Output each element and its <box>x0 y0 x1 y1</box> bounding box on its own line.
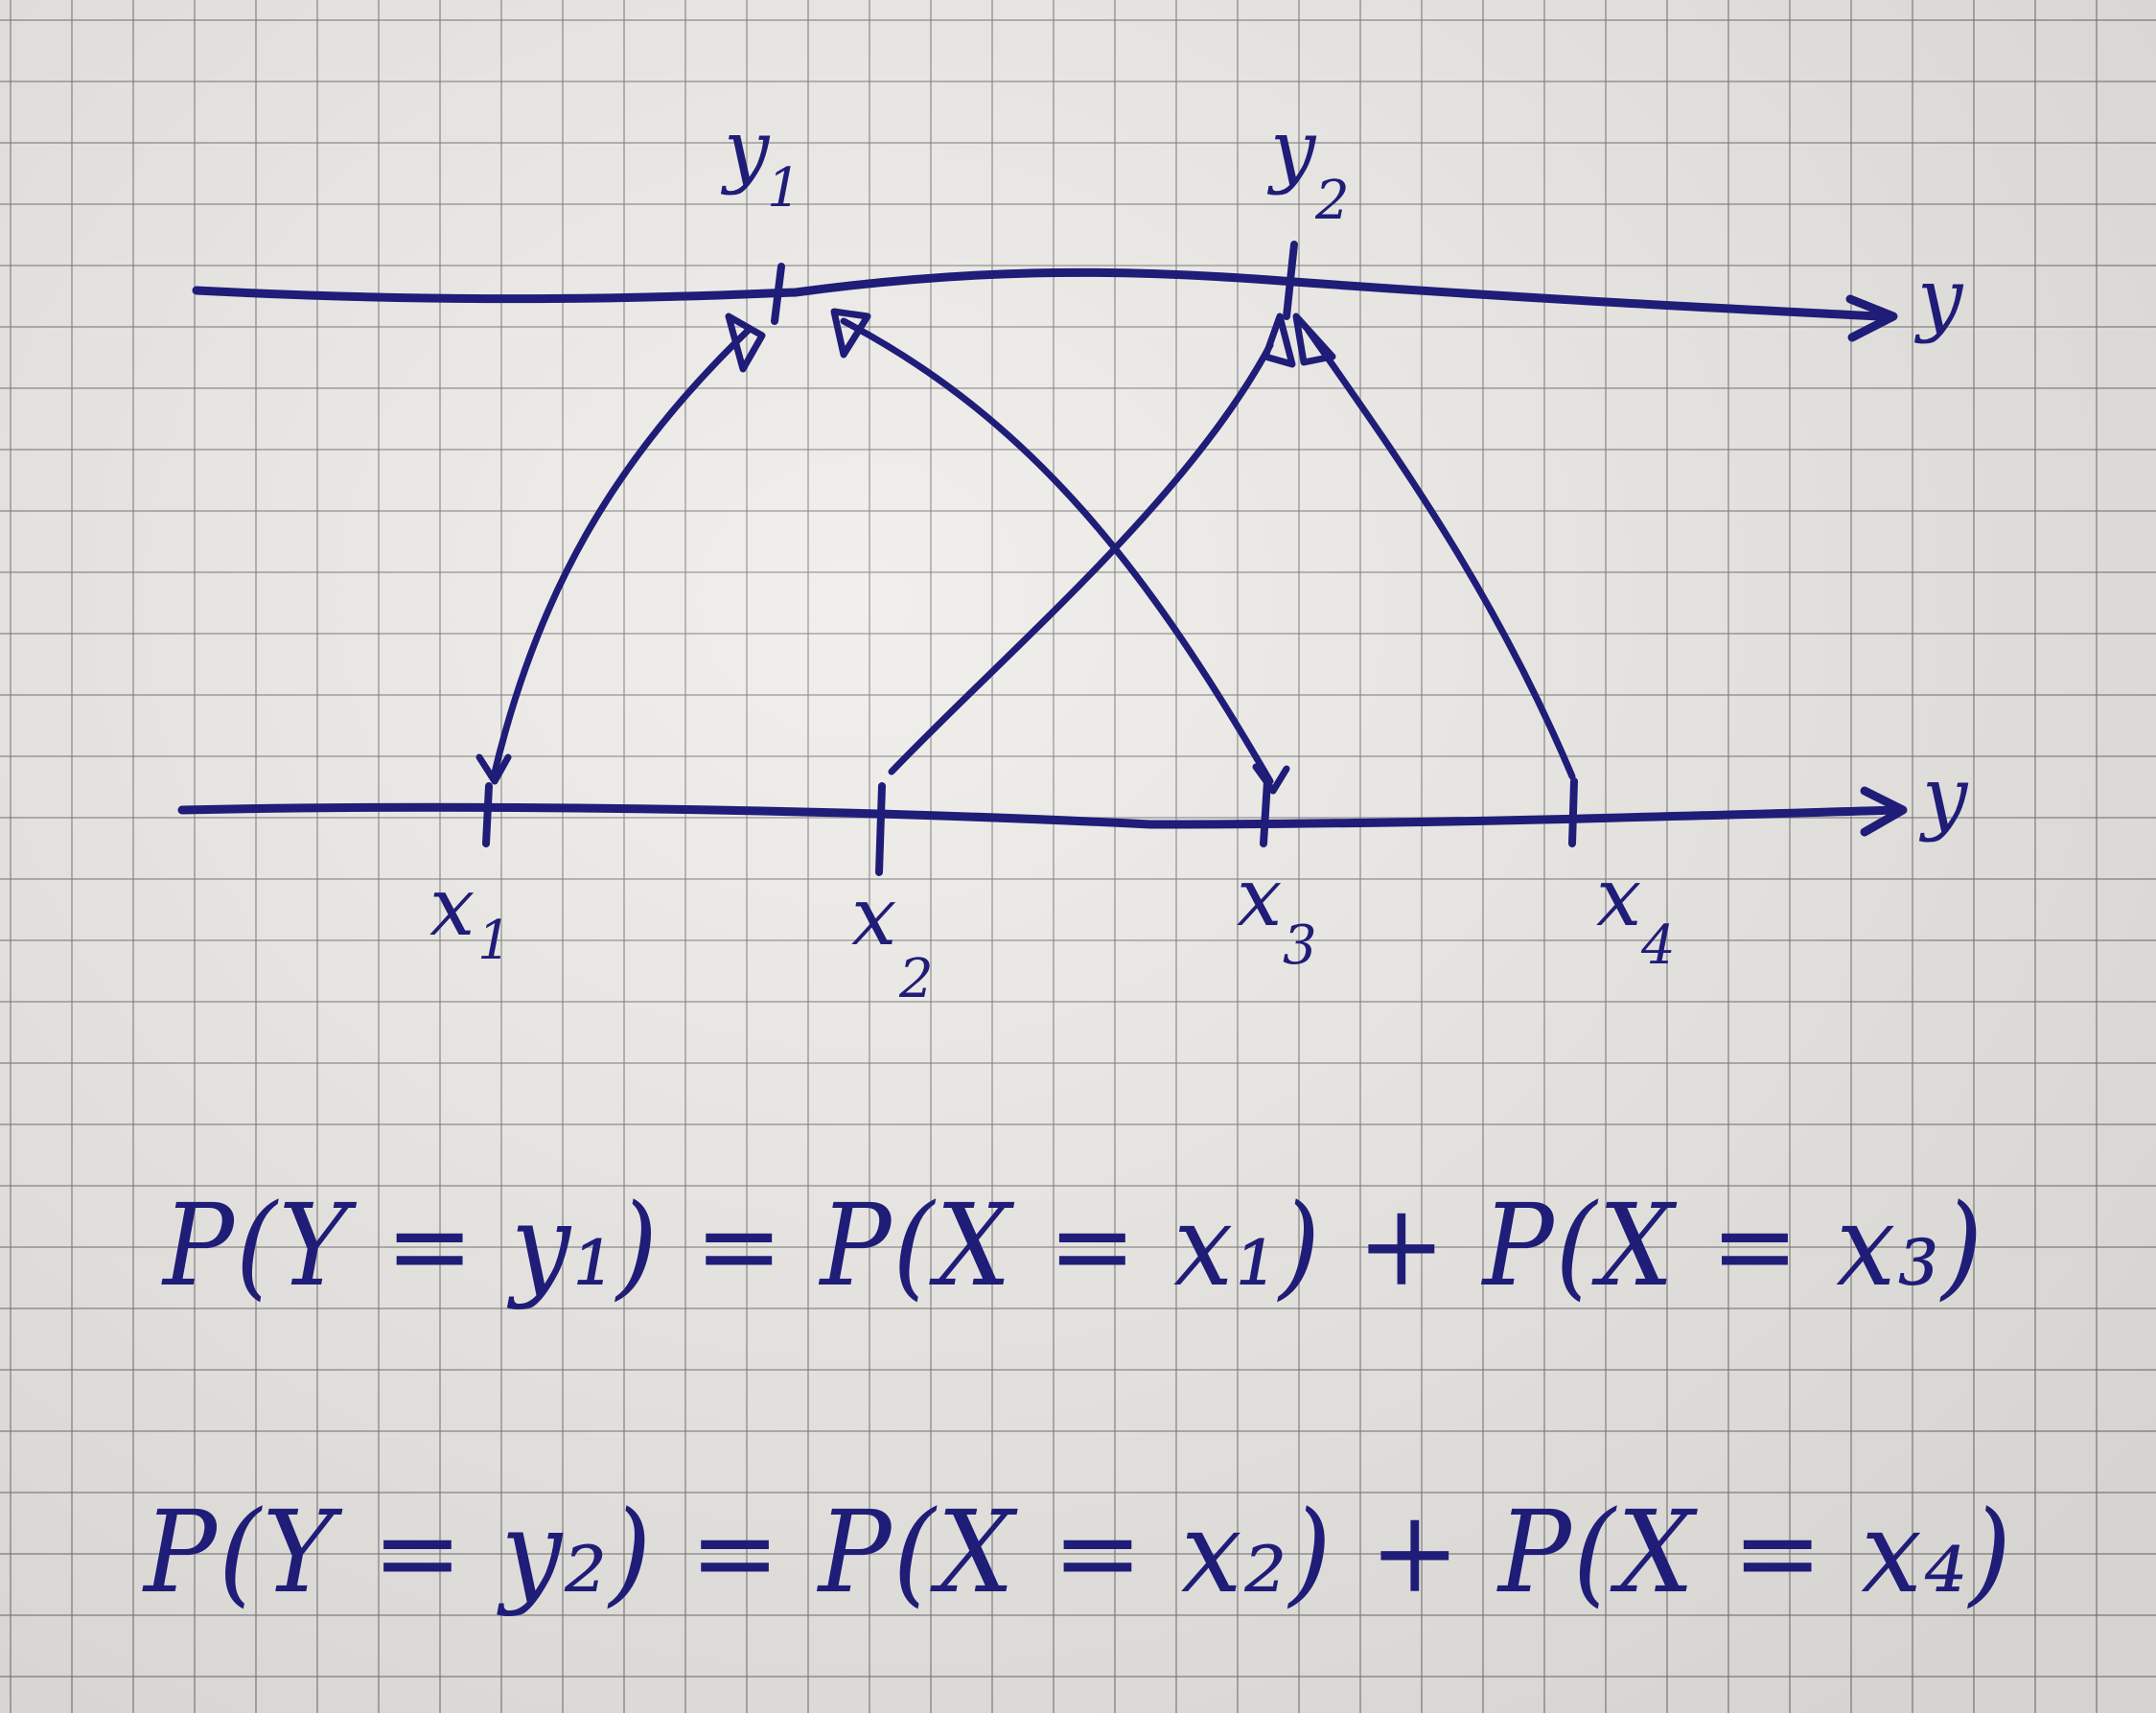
arrowhead-x3 <box>1252 763 1290 795</box>
tick-x3 <box>1260 777 1271 847</box>
equation-1: P(Y = y₁) = P(X = x₁) + P(X = x₃) <box>161 1179 1984 1311</box>
label-y2-letter: y <box>1266 103 1317 197</box>
tick-x4 <box>1568 777 1578 847</box>
top-axis-arrowhead <box>1845 294 1898 342</box>
tick-x1 <box>482 782 493 847</box>
bottom-axis-arrowhead <box>1860 786 1908 837</box>
arc-x3-to-y1 <box>840 317 1274 785</box>
bottom-axis-label: y <box>1918 750 1969 844</box>
label-x4-sub: 4 <box>1640 914 1676 977</box>
tick-x2 <box>875 782 886 876</box>
label-x4-letter: x <box>1596 850 1641 944</box>
arrowhead-y1-left <box>725 313 766 373</box>
tick-y1 <box>771 263 785 325</box>
bottom-axis-line <box>177 802 1903 829</box>
label-x2-letter: x <box>851 869 896 963</box>
arrowhead-x1 <box>475 753 512 785</box>
label-x2-sub: 2 <box>898 948 934 1010</box>
label-x1-sub: 1 <box>477 910 512 972</box>
arc-x2-to-y2 <box>888 341 1274 775</box>
label-y1-sub: 1 <box>767 157 801 220</box>
label-x1-letter: x <box>429 860 475 954</box>
top-axis-label: y <box>1913 251 1964 345</box>
label-x3-sub: 3 <box>1283 914 1317 977</box>
arrowhead-y2-left <box>1262 313 1296 368</box>
arrowhead-y2-right <box>1292 313 1336 366</box>
tick-y2 <box>1283 241 1298 320</box>
label-x3-letter: x <box>1237 850 1282 944</box>
arrowhead-y1-right <box>830 308 871 359</box>
label-y1-letter: y <box>720 103 771 197</box>
arc-x1-to-y1 <box>490 327 752 780</box>
top-axis-line <box>192 267 1884 321</box>
label-y2-sub: 2 <box>1314 170 1350 232</box>
arc-x4-to-y2 <box>1305 327 1576 780</box>
equation-2: P(Y = y₂) = P(X = x₂) + P(X = x₄) <box>142 1486 2013 1618</box>
